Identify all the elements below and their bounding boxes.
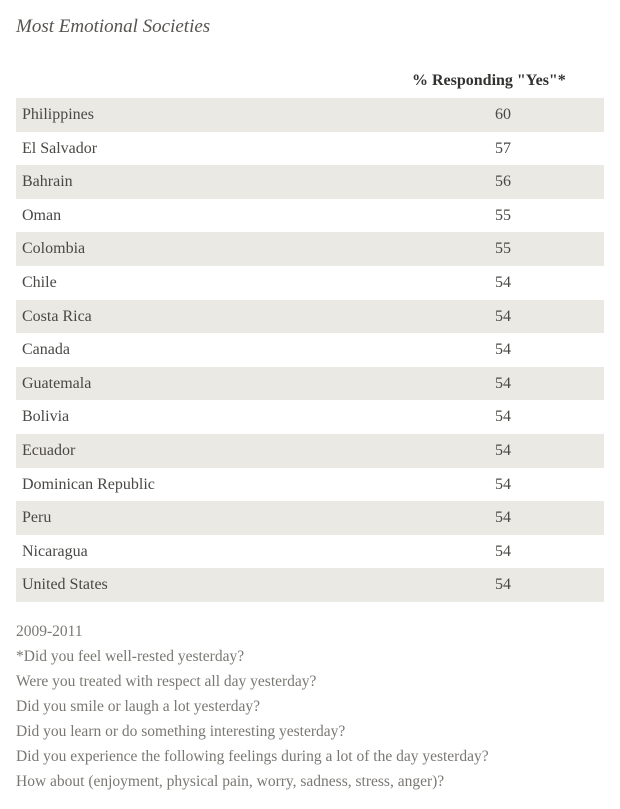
cell-country: Nicaragua — [16, 541, 402, 563]
table-row: Peru54 — [16, 501, 604, 535]
footnote-line: Did you smile or laugh a lot yesterday? — [16, 695, 604, 719]
cell-country: Oman — [16, 205, 402, 227]
table-row: Guatemala54 — [16, 367, 604, 401]
table-row: Philippines60 — [16, 98, 604, 132]
table-row: Colombia55 — [16, 232, 604, 266]
cell-value: 54 — [402, 541, 604, 563]
cell-country: Guatemala — [16, 373, 402, 395]
cell-country: Chile — [16, 272, 402, 294]
cell-value: 54 — [402, 574, 604, 596]
table-row: Ecuador54 — [16, 434, 604, 468]
cell-country: Bolivia — [16, 406, 402, 428]
cell-value: 56 — [402, 171, 604, 193]
cell-value: 54 — [402, 440, 604, 462]
footnote-line: Were you treated with respect all day ye… — [16, 670, 604, 694]
cell-value: 54 — [402, 406, 604, 428]
footnote-line: Did you learn or do something interestin… — [16, 720, 604, 744]
cell-country: Colombia — [16, 238, 402, 260]
table-header-row: % Responding "Yes"* — [16, 66, 604, 98]
table-row: Dominican Republic54 — [16, 468, 604, 502]
footnote-line: How about (enjoyment, physical pain, wor… — [16, 770, 604, 794]
table-row: Canada54 — [16, 333, 604, 367]
cell-country: Bahrain — [16, 171, 402, 193]
footnote-line: 2009-2011 — [16, 620, 604, 644]
chart-title: Most Emotional Societies — [16, 16, 604, 38]
cell-value: 54 — [402, 339, 604, 361]
cell-value: 54 — [402, 272, 604, 294]
table-row: Bolivia54 — [16, 400, 604, 434]
table-row: Chile54 — [16, 266, 604, 300]
cell-value: 54 — [402, 507, 604, 529]
table-row: Costa Rica54 — [16, 300, 604, 334]
cell-value: 54 — [402, 373, 604, 395]
table-body: Philippines60El Salvador57Bahrain56Oman5… — [16, 98, 604, 602]
table-row: United States54 — [16, 568, 604, 602]
cell-value: 55 — [402, 205, 604, 227]
table-row: Nicaragua54 — [16, 535, 604, 569]
cell-country: Canada — [16, 339, 402, 361]
table-row: El Salvador57 — [16, 132, 604, 166]
cell-value: 54 — [402, 474, 604, 496]
cell-value: 55 — [402, 238, 604, 260]
footnote-line: *Did you feel well-rested yesterday? — [16, 645, 604, 669]
cell-country: Peru — [16, 507, 402, 529]
cell-value: 57 — [402, 138, 604, 160]
cell-value: 54 — [402, 306, 604, 328]
header-value-col: % Responding "Yes"* — [402, 72, 604, 90]
cell-country: Costa Rica — [16, 306, 402, 328]
footnote-line: Did you experience the following feeling… — [16, 745, 604, 769]
cell-country: El Salvador — [16, 138, 402, 160]
cell-country: Ecuador — [16, 440, 402, 462]
cell-value: 60 — [402, 104, 604, 126]
cell-country: United States — [16, 574, 402, 596]
table-row: Bahrain56 — [16, 165, 604, 199]
footnotes: 2009-2011*Did you feel well-rested yeste… — [16, 620, 604, 794]
cell-country: Dominican Republic — [16, 474, 402, 496]
header-country-col — [16, 72, 402, 90]
table-row: Oman55 — [16, 199, 604, 233]
cell-country: Philippines — [16, 104, 402, 126]
